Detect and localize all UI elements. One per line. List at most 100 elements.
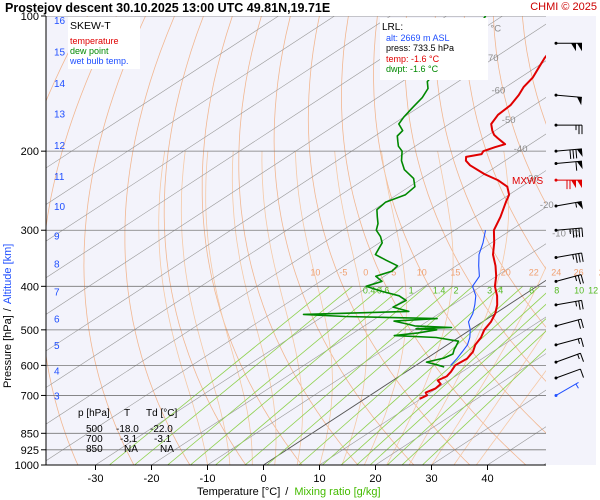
isotherm-line [46,16,279,169]
mixing-ratio-label: 8 [554,286,559,296]
mixing-ratio-line [190,286,404,465]
lrl-alt: alt: 2669 m ASL [386,33,450,43]
series-temperature-line [419,54,546,400]
pressure-tick-label: 400 [21,281,39,293]
altitude-tick-label: 13 [54,110,66,121]
lrl-title: LRL: [382,22,403,33]
legend-item-dew-point: dew point [70,46,109,56]
wind-barb-pennant [576,96,582,106]
axes [45,16,546,466]
wind-barb-flag [577,319,582,329]
legend: SKEW-T temperature dew point wet bulb te… [68,17,140,69]
isotherm-label: -10 °C [552,229,579,240]
wind-barb-flag [578,228,581,238]
wind-barb-flag [569,149,572,159]
temperature-tick-label: -30 [88,473,104,485]
pressure-tick-label: 200 [21,146,39,158]
table-cell-t: -3.1 [120,434,138,445]
wind-barb-shaft [555,382,579,396]
isotherm-label: -70 [485,53,499,64]
table-cell-p: 700 [86,434,103,445]
theta-label: -5 [339,267,347,277]
isotherm-line [46,16,447,279]
mixing-ratio-line [109,286,330,465]
isotherm-line [95,170,546,465]
temperature-tick-label: 40 [481,473,493,485]
mixing-ratio-line [369,303,546,465]
wind-barb-half-flag [575,383,579,389]
theta-label: 10 [417,267,427,277]
wind-barb-dot [554,393,558,397]
mixing-ratio-line [422,348,546,465]
wind-barb-flag [580,274,584,284]
wind-barb-half-flag [577,354,580,360]
x-axis-label-temperature: Temperature [°C] [197,486,280,498]
wind-barb [554,201,583,210]
isotherm-line [46,16,335,205]
mixing-ratio-label: 4 [498,286,503,296]
table-cell-p: 850 [86,444,103,455]
wind-barb-flag [577,275,582,285]
pressure-tick-label: 700 [21,390,39,402]
isotherm-label: -20 [540,200,554,211]
wind-barb-shaft [555,299,582,306]
wind-barb-pennant [576,201,583,210]
isotherm-line [431,389,546,465]
wind-barb-flag [575,161,578,171]
mixing-ratio-label: 3 [487,286,492,296]
wind-barb-flag [578,253,581,263]
mixing-ratio-line [340,286,540,465]
theta-label: 24 [551,267,561,277]
wind-barb-dot [554,376,558,380]
temperature-tick-label: 10 [313,473,325,485]
isotherm-line [263,279,546,465]
altitude-tick-label: 7 [54,288,60,299]
credit-label: CHMI © 2025 [530,1,597,13]
legend-item-wet-bulb: wet bulb temp. [69,56,129,66]
wind-barb [554,337,584,347]
wind-barb [554,178,582,190]
altitude-tick-label: 15 [54,48,66,59]
wind-barb-half-flag [572,254,575,260]
wind-barb-shaft [555,227,582,231]
wind-barb [554,93,582,106]
table-cell-t: -18.0 [116,424,139,435]
y-axis-title: Pressure [hPa] / Altitude [km] [2,244,14,388]
wind-barb [554,352,584,364]
mixing-ratio-line [266,286,474,465]
series-dew-point-line [302,16,487,368]
temperature-tick-label: -10 [200,473,216,485]
wind-barb-flag [581,300,584,310]
wind-barb [554,382,579,397]
table-header-p: p [hPa] [78,408,110,419]
wind-barb-dot [554,324,558,328]
isotherm-line [46,60,546,388]
altitude-tick-label: 12 [54,141,66,152]
lrl-temp: temp: -1.6 °C [386,54,440,64]
isotherm-line [46,16,503,315]
wind-barb-half-flag [577,338,580,344]
wind-barb-shaft [555,274,582,282]
wind-barb-flag [575,253,578,263]
wind-barb-flag [579,353,584,362]
temperature-tick-label: -20 [144,473,160,485]
theta-label: 0 [363,267,368,277]
wind-barb-dot [554,178,558,182]
altitude-tick-label: 9 [54,231,60,242]
wind-barb-dot [554,93,558,97]
mixing-ratio-label: 10 [574,286,584,296]
wind-barb-shaft [555,352,581,363]
table-cell-td: NA [160,444,174,455]
altitude-tick-label: 5 [54,341,60,352]
mixing-ratio-line [401,330,546,465]
wind-barb-flag [581,252,584,262]
pressure-tick-label: 925 [21,445,39,457]
wind-barb-flag [575,228,578,238]
plot-area [46,16,546,465]
lrl-box [380,18,488,80]
wind-barb-shaft [555,252,582,258]
pressure-tick-labels: 100 200 300 400 500 600 700 850 925 1000 [15,11,46,472]
altitude-tick-label: 3 [54,392,60,403]
mxws-label: MXWS [512,176,543,187]
